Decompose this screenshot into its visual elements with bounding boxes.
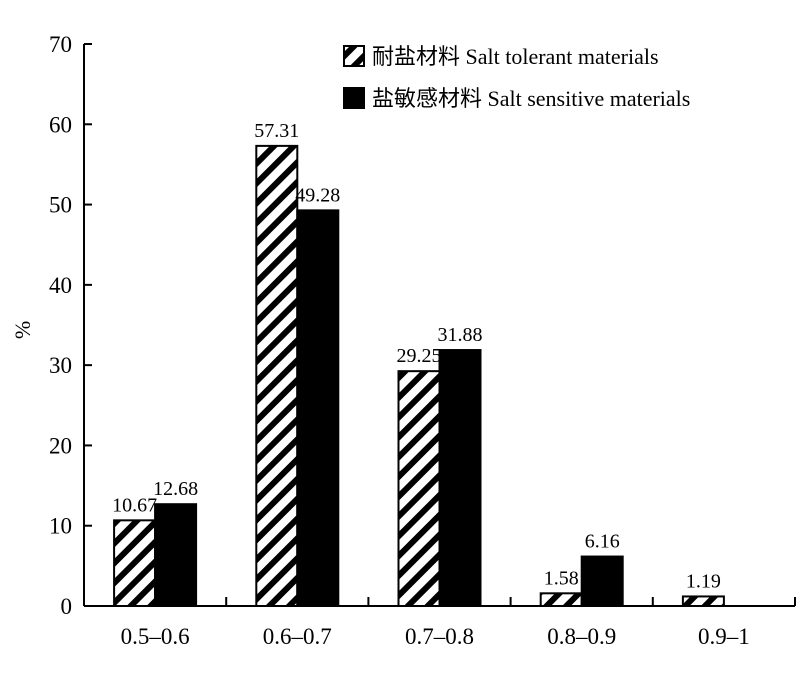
legend: 耐盐材料 Salt tolerant materials 盐敏感材料 Salt s… — [343, 44, 690, 111]
x-tick-label: 0.6–0.7 — [263, 624, 332, 649]
bar-salt-tolerant — [397, 370, 441, 607]
data-label: 31.88 — [438, 324, 483, 346]
data-label: 1.58 — [544, 567, 579, 589]
y-tick-label: 40 — [49, 273, 72, 298]
y-tick-label: 10 — [49, 514, 72, 539]
y-tick-label: 50 — [49, 193, 72, 218]
data-label: 57.31 — [254, 120, 299, 142]
y-tick-label: 30 — [49, 353, 72, 378]
x-tick-label: 0.5–0.6 — [121, 624, 190, 649]
bar-salt-sensitive — [580, 555, 624, 608]
x-tick-label: 0.7–0.8 — [405, 624, 474, 649]
y-tick-label: 0 — [61, 594, 73, 619]
data-label: 29.25 — [397, 345, 442, 367]
y-axis-label: % — [10, 321, 35, 339]
legend-label-salt-sensitive: 盐敏感材料 Salt sensitive materials — [372, 86, 690, 111]
data-labels: 10.67 57.31 29.25 1.58 1.19 12.68 49.28 31.88 6.… — [112, 120, 721, 593]
legend-label-salt-tolerant: 耐盐材料 Salt tolerant materials — [372, 44, 659, 69]
bars — [113, 144, 725, 608]
data-label: 10.67 — [112, 494, 157, 516]
bar-salt-sensitive — [296, 209, 340, 608]
bar-salt-tolerant — [255, 144, 299, 607]
legend-swatch-salt-tolerant — [343, 45, 365, 67]
y-tick-label: 70 — [49, 32, 72, 57]
axes: 0 10 20 30 40 50 60 70 0.5–0.6 0.6–0.7 0.7–0.8 0.8–… — [49, 32, 796, 649]
y-tick-label: 60 — [49, 112, 72, 137]
x-tick-label: 0.8–0.9 — [547, 624, 616, 649]
y-tick-label: 20 — [49, 433, 72, 458]
data-label: 1.19 — [686, 570, 721, 592]
bar-salt-tolerant — [681, 595, 725, 607]
x-tick-label: 0.9–1 — [698, 624, 750, 649]
data-label: 6.16 — [585, 531, 620, 553]
bar-salt-sensitive — [154, 503, 198, 608]
legend-swatch-salt-sensitive — [343, 87, 365, 109]
bar-salt-tolerant — [539, 592, 583, 608]
data-label: 49.28 — [295, 184, 340, 206]
bar-salt-tolerant — [113, 519, 157, 607]
data-label: 12.68 — [153, 478, 198, 500]
bar-salt-sensitive — [438, 349, 482, 607]
